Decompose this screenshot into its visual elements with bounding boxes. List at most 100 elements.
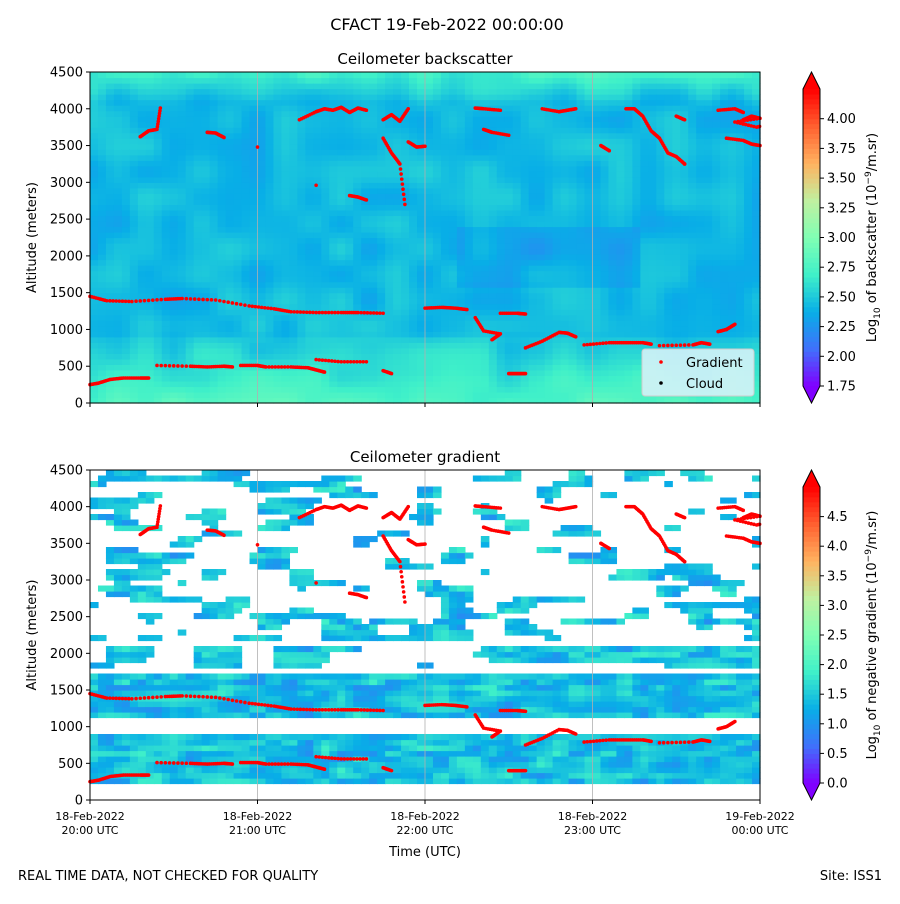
heatmap-cell: [249, 314, 259, 321]
heatmap-cell: [177, 265, 187, 272]
heatmap-cell: [209, 160, 219, 167]
heatmap-cell: [137, 336, 147, 343]
heatmap-cell: [664, 281, 673, 288]
heatmap-cell: [289, 193, 298, 200]
heatmap-cell: [640, 99, 649, 106]
heatmap-cell: [592, 281, 602, 288]
heatmap-cell: [528, 193, 538, 200]
heatmap-cell: [736, 88, 745, 95]
heatmap-cell: [369, 94, 378, 101]
heatmap-cell: [456, 116, 466, 123]
heatmap-cell: [105, 154, 115, 161]
heatmap-cell: [632, 281, 641, 288]
heatmap-cell: [536, 231, 546, 239]
heatmap-cell: [145, 226, 155, 233]
heatmap-cell: [640, 187, 649, 194]
heatmap-cell: [440, 110, 450, 117]
heatmap-cell: [472, 358, 482, 365]
heatmap-cell: [696, 116, 705, 123]
heatmap-cell: [624, 287, 633, 294]
heatmap-cell: [456, 331, 466, 338]
heatmap-cell: [592, 380, 602, 388]
heatmap-cell: [185, 369, 195, 377]
heatmap-cell: [385, 281, 394, 288]
heatmap-cell: [249, 243, 259, 250]
heatmap-cell: [632, 276, 641, 283]
heatmap-cell: [297, 287, 306, 294]
heatmap-cell: [137, 254, 147, 261]
heatmap-cell: [153, 347, 163, 354]
heatmap-cell: [680, 397, 689, 404]
heatmap-cell: [504, 287, 514, 294]
heatmap-cell: [488, 342, 498, 349]
heatmap-cell: [153, 193, 163, 200]
heatmap-cell: [728, 303, 737, 310]
heatmap-cell: [472, 347, 482, 354]
heatmap-cell: [257, 314, 267, 321]
heatmap-cell: [345, 287, 354, 294]
heatmap-cell: [704, 303, 713, 310]
heatmap-cell: [696, 171, 705, 178]
heatmap-cell: [137, 248, 147, 255]
heatmap-cell: [185, 380, 195, 388]
heatmap-cell: [289, 77, 298, 84]
heatmap-cell: [472, 270, 482, 277]
heatmap-cell: [576, 303, 586, 310]
heatmap-cell: [385, 127, 394, 134]
heatmap-cell: [113, 309, 123, 316]
heatmap-cell: [249, 209, 259, 217]
heatmap-cell: [688, 243, 697, 250]
heatmap-cell: [353, 138, 362, 145]
heatmap-cell: [313, 220, 322, 228]
heatmap-cell: [425, 215, 434, 222]
heatmap-cell: [488, 226, 498, 233]
heatmap-cell: [552, 347, 562, 354]
heatmap-cell: [273, 121, 283, 128]
heatmap-cell: [305, 105, 314, 112]
heatmap-cell: [504, 320, 514, 327]
heatmap-cell: [329, 132, 338, 139]
heatmap-cell: [321, 259, 330, 266]
heatmap-cell: [177, 342, 187, 349]
heatmap-cell: [185, 375, 195, 382]
heatmap-cell: [648, 72, 657, 79]
heatmap-cell: [393, 138, 402, 145]
heatmap-cell: [281, 105, 291, 112]
heatmap-cell: [552, 187, 562, 194]
heatmap-cell: [544, 364, 554, 371]
heatmap-cell: [616, 143, 626, 150]
heatmap-cell: [337, 220, 346, 228]
heatmap-cell: [480, 94, 490, 101]
heatmap-cell: [744, 276, 753, 283]
heatmap-cell: [281, 209, 291, 217]
heatmap-cell: [209, 231, 219, 239]
heatmap-cell: [90, 127, 99, 134]
heatmap-cell: [504, 154, 514, 161]
heatmap-cell: [185, 149, 195, 156]
heatmap-cell: [145, 204, 155, 211]
heatmap-cell: [105, 83, 115, 90]
heatmap-cell: [552, 160, 562, 167]
heatmap-cell: [464, 116, 474, 123]
heatmap-cell: [193, 204, 203, 211]
heatmap-cell: [329, 160, 338, 167]
heatmap-cell: [113, 386, 123, 393]
heatmap-cell: [305, 226, 314, 233]
heatmap-cell: [129, 364, 139, 371]
heatmap-cell: [560, 336, 570, 343]
heatmap-cell: [664, 298, 673, 305]
heatmap-cell: [137, 149, 147, 156]
heatmap-cell: [464, 182, 474, 189]
heatmap-cell: [600, 193, 610, 200]
heatmap-cell: [504, 358, 514, 365]
heatmap-cell: [472, 220, 482, 228]
heatmap-cell: [369, 182, 378, 189]
heatmap-cell: [249, 204, 259, 211]
heatmap-cell: [313, 358, 322, 365]
heatmap-cell: [377, 176, 386, 183]
heatmap-cell: [265, 209, 275, 217]
heatmap-cell: [169, 298, 179, 305]
heatmap-cell: [576, 88, 586, 95]
heatmap-cell: [265, 270, 275, 277]
heatmap-cell: [249, 270, 259, 277]
